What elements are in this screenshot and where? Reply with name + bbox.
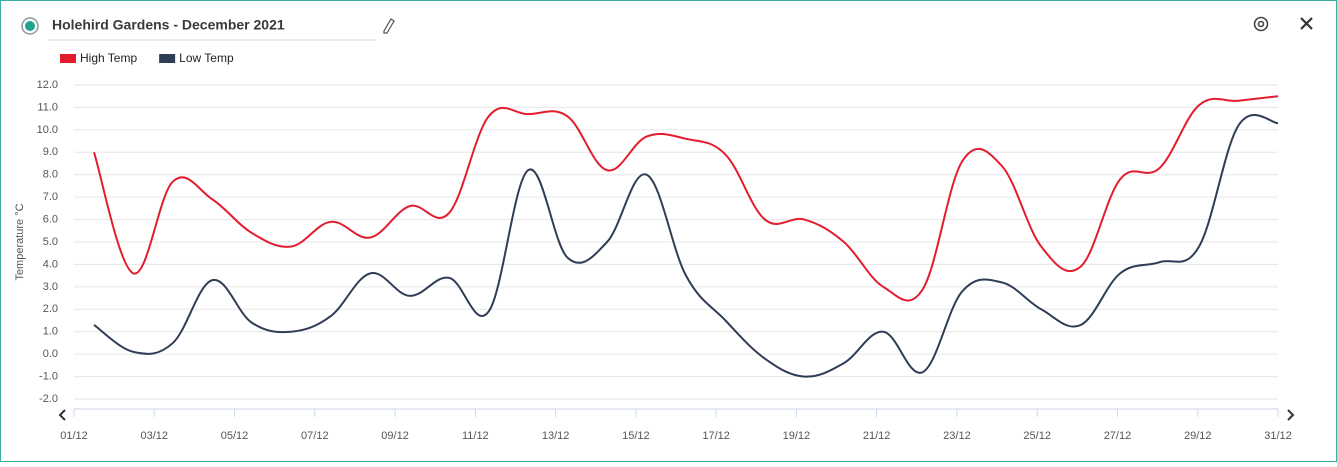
close-button[interactable] — [1300, 17, 1313, 30]
prev-button[interactable] — [58, 409, 66, 421]
line-series — [93, 95, 1279, 302]
widget-title: Holehird Gardens - December 2021 — [52, 17, 285, 33]
y-tick-label: 5.0 — [43, 236, 58, 248]
x-tick-label: 05/12 — [221, 430, 249, 442]
y-tick-label: -2.0 — [39, 393, 58, 405]
x-tick-label: 21/12 — [863, 430, 891, 442]
y-tick-label: 4.0 — [43, 258, 58, 270]
y-tick-label: -1.0 — [39, 370, 58, 382]
x-tick-label: 27/12 — [1104, 430, 1132, 442]
x-tick-label: 25/12 — [1023, 430, 1051, 442]
edit-button[interactable] — [383, 18, 395, 34]
x-tick-label: 29/12 — [1184, 430, 1212, 442]
settings-button[interactable] — [1253, 16, 1269, 32]
legend-label: Low Temp — [179, 51, 234, 65]
x-tick-label: 19/12 — [783, 430, 811, 442]
line-series — [93, 114, 1279, 378]
x-tick-label: 17/12 — [702, 430, 730, 442]
x-tick-label: 15/12 — [622, 430, 650, 442]
x-tick-label: 13/12 — [542, 430, 570, 442]
y-tick-label: 6.0 — [43, 213, 58, 225]
y-tick-label: 0.0 — [43, 348, 58, 360]
plot — [93, 95, 1279, 378]
legend-swatch — [159, 54, 176, 63]
grid: -2.0 -1.0 0.0 1.0 2.0 3.0 4.0 5.0 6.0 7.0 8.0 9.0 10… — [37, 79, 1292, 442]
y-tick-label: 7.0 — [43, 191, 58, 203]
next-button[interactable] — [1287, 409, 1295, 421]
y-tick-label: 3.0 — [43, 281, 58, 293]
y-tick-label: 12.0 — [37, 79, 58, 91]
x-tick-label: 11/12 — [462, 430, 489, 442]
x-tick-label: 01/12 — [60, 430, 88, 442]
legend-label: High Temp — [80, 51, 137, 65]
y-tick-label: 8.0 — [43, 169, 58, 181]
y-tick-label: 9.0 — [43, 146, 58, 158]
y-axis-label: Temperature °C — [14, 203, 26, 280]
x-tick-label: 23/12 — [943, 430, 971, 442]
x-tick-label: 31/12 — [1264, 430, 1292, 442]
status-icon — [21, 17, 39, 35]
y-tick-label: 11.0 — [37, 101, 58, 113]
legend-swatch — [60, 54, 76, 63]
legend: High Temp Low Temp — [60, 51, 234, 65]
x-tick-label: 03/12 — [141, 430, 169, 442]
y-tick-label: 2.0 — [43, 303, 58, 315]
x-tick-label: 09/12 — [381, 430, 409, 442]
y-tick-label: 10.0 — [37, 124, 58, 136]
x-tick-label: 07/12 — [301, 430, 329, 442]
y-tick-label: 1.0 — [43, 326, 58, 338]
